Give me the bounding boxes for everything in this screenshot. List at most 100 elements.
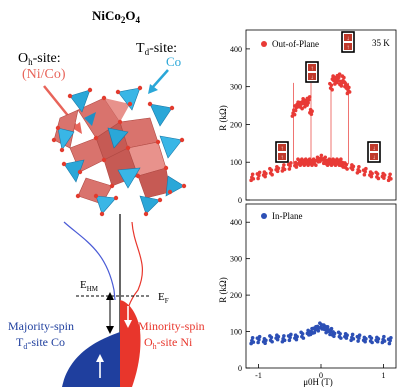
- data-point: [294, 165, 299, 169]
- data-point: [300, 106, 304, 111]
- bottom-legend-marker: [261, 213, 267, 219]
- oh-site-species: (Ni/Co): [22, 67, 66, 82]
- top-legend-marker: [261, 41, 267, 47]
- data-point: [350, 167, 355, 172]
- data-point: [375, 172, 380, 176]
- y-tick-label: 300: [230, 83, 242, 92]
- x-tick-label: -1: [255, 371, 262, 380]
- minority-spin-label-line1: Minority-spin: [138, 319, 205, 333]
- svg-text:↓: ↓: [347, 36, 350, 42]
- svg-text:↑: ↑: [311, 66, 314, 72]
- data-point: [306, 101, 310, 105]
- spin-box-mid: ↑ ↓: [305, 61, 319, 83]
- data-point: [289, 332, 293, 337]
- data-point: [339, 84, 344, 88]
- data-point: [282, 334, 286, 338]
- data-point: [316, 329, 321, 333]
- crystal-structure-illustration: [51, 85, 187, 217]
- data-point: [342, 75, 346, 80]
- data-point: [362, 172, 367, 177]
- data-point: [364, 166, 368, 171]
- data-point: [382, 173, 387, 177]
- data-point: [369, 174, 374, 179]
- data-point: [307, 95, 312, 99]
- data-point: [351, 164, 356, 169]
- y-tick-label: 0: [238, 364, 242, 373]
- data-point: [294, 337, 299, 342]
- data-point: [350, 332, 355, 337]
- data-point: [382, 339, 387, 343]
- data-point: [357, 333, 362, 338]
- data-point: [376, 176, 381, 181]
- oh-site-arrowhead: [72, 122, 82, 134]
- x-tick-label: 0: [319, 371, 323, 380]
- data-point: [339, 336, 343, 340]
- bottom-legend-label: In-Plane: [272, 211, 303, 221]
- data-point: [288, 164, 292, 168]
- svg-text:↓: ↓: [373, 155, 376, 161]
- data-point: [337, 72, 342, 76]
- data-point: [363, 169, 367, 174]
- data-point: [289, 161, 293, 165]
- data-point: [293, 108, 298, 113]
- data-point: [251, 177, 256, 181]
- data-point: [312, 330, 317, 335]
- y-tick-label: 400: [230, 218, 242, 227]
- data-point: [329, 326, 334, 331]
- majority-spin-label-line2: Td-site Co: [16, 335, 65, 351]
- data-point: [369, 336, 374, 340]
- data-point: [376, 337, 381, 341]
- y-tick-label: 200: [230, 291, 242, 300]
- data-point: [389, 177, 393, 181]
- y-tick-label: 300: [230, 255, 242, 264]
- data-point: [251, 340, 256, 344]
- ef-label: EF: [158, 291, 169, 305]
- data-point: [257, 170, 262, 175]
- svg-text:↑: ↑: [281, 146, 284, 152]
- data-point: [347, 85, 351, 90]
- data-point: [357, 336, 361, 340]
- spin-box-right: ↓ ↓: [367, 141, 381, 163]
- data-point: [344, 336, 349, 340]
- data-point: [250, 172, 255, 177]
- band-diagram: [62, 214, 150, 387]
- temperature-label: 35 K: [372, 38, 390, 48]
- data-point: [263, 341, 267, 346]
- data-point: [332, 334, 336, 339]
- spin-box-left: ↑ ↑: [275, 141, 289, 163]
- data-point: [276, 334, 281, 339]
- data-point: [337, 75, 341, 80]
- data-point: [364, 337, 368, 341]
- data-point: [309, 112, 314, 117]
- data-point: [257, 337, 261, 342]
- data-point: [256, 340, 260, 345]
- td-site-arrowhead: [148, 84, 158, 94]
- majority-spin-label-line1: Majority-spin: [8, 319, 74, 333]
- bottom-ylabel: R (kΩ): [218, 277, 228, 302]
- data-point: [339, 157, 343, 161]
- y-tick-label: 0: [238, 196, 242, 205]
- data-point: [270, 172, 274, 177]
- data-point: [351, 337, 356, 341]
- data-point: [345, 333, 349, 338]
- td-site-arrow: [151, 69, 169, 89]
- data-point: [276, 166, 281, 171]
- svg-text:↓: ↓: [311, 75, 314, 81]
- data-point: [264, 338, 268, 343]
- minority-spin-label-line2: Oh-site Ni: [144, 335, 193, 351]
- data-point: [287, 338, 292, 343]
- data-point: [344, 162, 349, 167]
- data-point: [264, 171, 268, 176]
- data-point: [370, 340, 374, 345]
- data-point: [275, 337, 280, 342]
- data-point: [270, 339, 274, 344]
- chart-out-of-plane: 0 100 200 300 400 R (kΩ) Out-of-Plane 35 K ↑…: [218, 29, 397, 205]
- y-tick-label: 100: [230, 158, 242, 167]
- data-point: [387, 341, 392, 346]
- data-point: [356, 339, 360, 343]
- data-point: [275, 169, 280, 174]
- top-chart-frame: [245, 29, 397, 201]
- data-point: [332, 331, 337, 336]
- data-point: [287, 167, 292, 171]
- y-tick-label: 100: [230, 328, 242, 337]
